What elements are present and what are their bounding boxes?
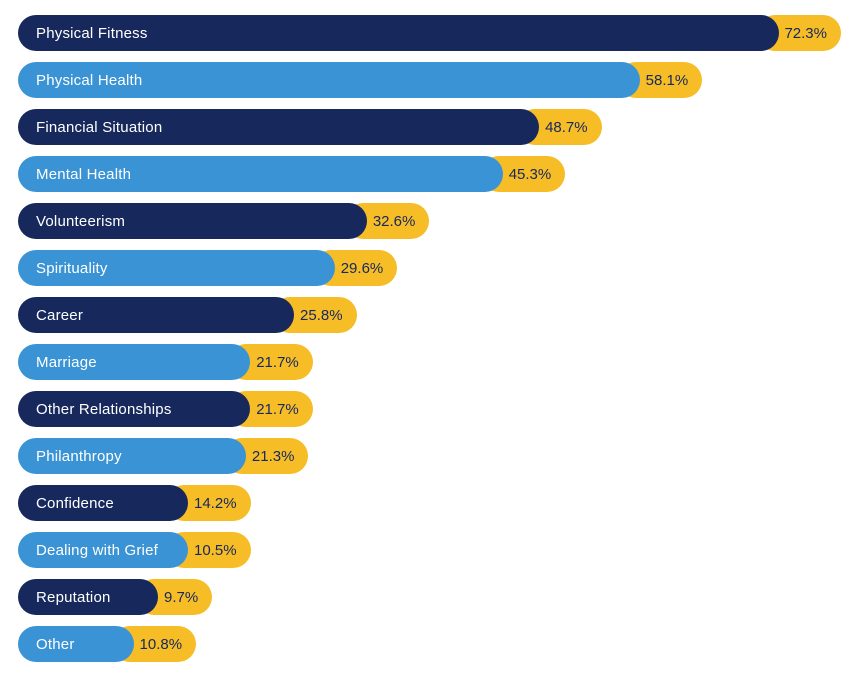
bar-label: Career [36, 307, 83, 324]
bar: Reputation [18, 579, 158, 615]
bar-row: Volunteerism 32.6% [18, 203, 841, 239]
bar: Career [18, 297, 294, 333]
bar-value: 10.8% [140, 636, 183, 653]
bar-row: Financial Situation 48.7% [18, 109, 841, 145]
bar: Dealing with Grief [18, 532, 188, 568]
bar-value: 32.6% [373, 213, 416, 230]
bar-label: Financial Situation [36, 119, 162, 136]
bar-row: Physical Health 58.1% [18, 62, 841, 98]
bar-label: Reputation [36, 589, 111, 606]
bar-label: Marriage [36, 354, 97, 371]
bar: Other [18, 626, 134, 662]
bar-label: Physical Fitness [36, 25, 148, 42]
bar-value: 45.3% [509, 166, 552, 183]
bar: Physical Fitness [18, 15, 779, 51]
bar-label: Confidence [36, 495, 114, 512]
bar-row: Other Relationships 21.7% [18, 391, 841, 427]
bar-label: Dealing with Grief [36, 542, 158, 559]
bar: Marriage [18, 344, 250, 380]
bar: Spirituality [18, 250, 335, 286]
bar-row: Confidence 14.2% [18, 485, 841, 521]
bar-label: Philanthropy [36, 448, 122, 465]
bar-value: 21.7% [256, 354, 299, 371]
bar-row: Physical Fitness 72.3% [18, 15, 841, 51]
bar-value: 9.7% [164, 589, 198, 606]
bar-row: Career 25.8% [18, 297, 841, 333]
bar-value: 58.1% [646, 72, 689, 89]
bar-label: Physical Health [36, 72, 142, 89]
bar: Confidence [18, 485, 188, 521]
bar: Physical Health [18, 62, 640, 98]
bar-row: Marriage 21.7% [18, 344, 841, 380]
bar-value: 21.3% [252, 448, 295, 465]
bar-row: Philanthropy 21.3% [18, 438, 841, 474]
bar-label: Volunteerism [36, 213, 125, 230]
bar-row: Other 10.8% [18, 626, 841, 662]
bar-value: 21.7% [256, 401, 299, 418]
bar-row: Spirituality 29.6% [18, 250, 841, 286]
bar-row: Reputation 9.7% [18, 579, 841, 615]
bar-value: 14.2% [194, 495, 237, 512]
bar-value: 72.3% [784, 25, 827, 42]
bar: Financial Situation [18, 109, 539, 145]
bar-chart: Physical Fitness 72.3% Physical Health 58.1… [18, 15, 841, 662]
bar-value: 29.6% [341, 260, 384, 277]
bar-label: Other Relationships [36, 401, 172, 418]
bar-value: 10.5% [194, 542, 237, 559]
bar: Other Relationships [18, 391, 250, 427]
bar: Philanthropy [18, 438, 246, 474]
bar-label: Spirituality [36, 260, 108, 277]
bar-row: Dealing with Grief 10.5% [18, 532, 841, 568]
bar-row: Mental Health 45.3% [18, 156, 841, 192]
bar-label: Other [36, 636, 75, 653]
bar-label: Mental Health [36, 166, 131, 183]
bar: Volunteerism [18, 203, 367, 239]
bar: Mental Health [18, 156, 503, 192]
bar-value: 25.8% [300, 307, 343, 324]
bar-value: 48.7% [545, 119, 588, 136]
